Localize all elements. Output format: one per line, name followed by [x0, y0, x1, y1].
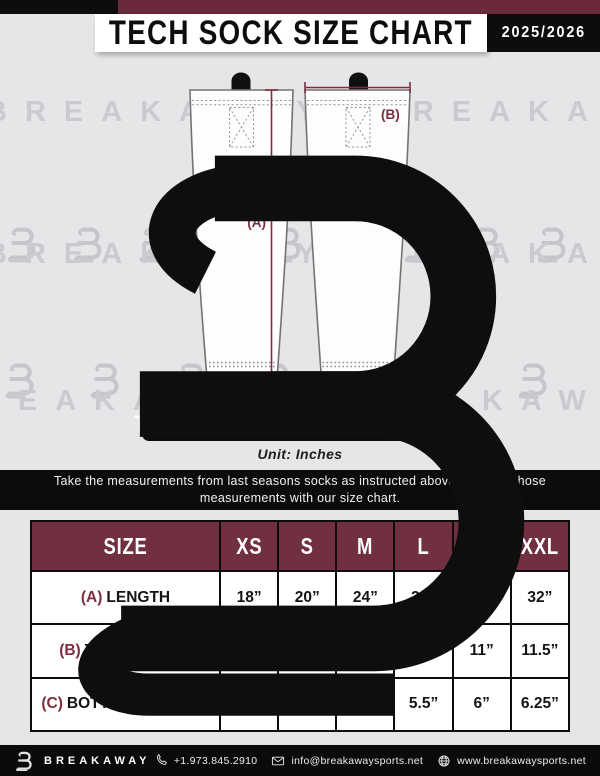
header-accent-strip [100, 0, 600, 14]
unit-note: Unit: Inches [257, 446, 343, 462]
instruction-bar: Take the measurements from last seasons … [0, 470, 600, 510]
footer-email: info@breakawaysports.net [291, 754, 424, 767]
cell-bottom-xxl: 6.25” [509, 676, 571, 733]
cell-bottom-l: 5.5” [393, 676, 454, 733]
table-row-bottom-opening: (C) BOTTOM OPENING 4.25” 4.75” 5” 5.5” 6”… [30, 676, 571, 733]
season-label: 2025/2026 [501, 24, 586, 41]
mail-icon [272, 756, 285, 765]
page-title-box: TECH SOCK SIZE CHART [95, 14, 487, 52]
instruction-line: Take the measurements from last seasons … [54, 474, 546, 488]
phone-icon [156, 753, 167, 765]
footer-brand: BREAKAWAY [44, 754, 151, 767]
cell-top-xxl: 11.5” [509, 623, 571, 679]
column-header-s: S [277, 520, 338, 572]
cell-bottom-s: 4.75” [277, 676, 338, 733]
instruction-line: measurements with our size chart. [199, 491, 401, 505]
footer-contact: +1.973.845.2910 info@breakawaysports.net… [154, 753, 586, 768]
globe-icon [438, 755, 450, 766]
column-header-m: M [335, 520, 396, 572]
footer-bar: BREAKAWAY +1.973.845.2910 info@breakaway… [0, 745, 600, 776]
column-header-xs: XS [218, 520, 280, 572]
header-black-strip [0, 0, 118, 14]
cell-length-xxl: 32” [509, 569, 571, 626]
footer-phone: +1.973.845.2910 [173, 754, 258, 767]
page-title: TECH SOCK SIZE CHART [109, 13, 473, 52]
column-header-xxl: XXL [509, 520, 571, 572]
column-header-l: L [393, 520, 454, 572]
phone-group: +1.973.845.2910 [154, 753, 258, 768]
email-group: info@breakawaysports.net [271, 754, 423, 768]
breakaway-logo [18, 16, 600, 776]
cell-bottom-xl: 6” [451, 676, 512, 733]
season-badge: 2025/2026 [487, 14, 600, 52]
column-header-size: SIZE [30, 520, 221, 572]
footer-website: www.breakawaysports.net [457, 754, 586, 767]
website-group: www.breakawaysports.net [437, 754, 586, 768]
